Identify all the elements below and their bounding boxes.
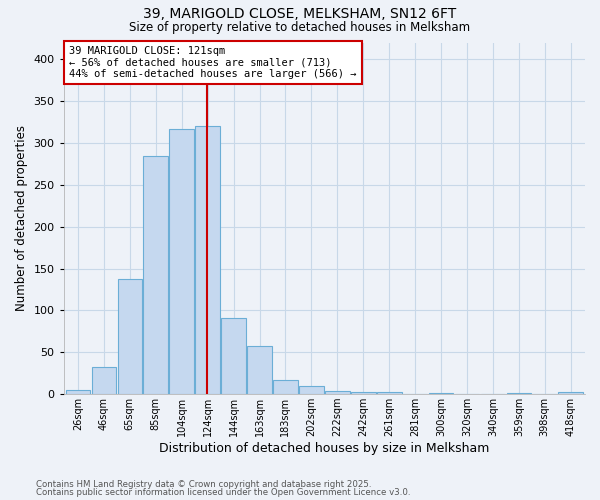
Bar — [299, 386, 324, 394]
Bar — [143, 156, 168, 394]
Bar — [325, 391, 350, 394]
Bar — [92, 366, 116, 394]
Text: Contains HM Land Registry data © Crown copyright and database right 2025.: Contains HM Land Registry data © Crown c… — [36, 480, 371, 489]
Bar — [221, 318, 246, 394]
Bar — [169, 128, 194, 394]
Text: Size of property relative to detached houses in Melksham: Size of property relative to detached ho… — [130, 21, 470, 34]
Text: Contains public sector information licensed under the Open Government Licence v3: Contains public sector information licen… — [36, 488, 410, 497]
Bar — [118, 278, 142, 394]
Bar — [559, 392, 583, 394]
Bar — [247, 346, 272, 394]
Bar — [196, 126, 220, 394]
Text: 39, MARIGOLD CLOSE, MELKSHAM, SN12 6FT: 39, MARIGOLD CLOSE, MELKSHAM, SN12 6FT — [143, 8, 457, 22]
Bar — [65, 390, 90, 394]
X-axis label: Distribution of detached houses by size in Melksham: Distribution of detached houses by size … — [159, 442, 490, 455]
Bar — [351, 392, 376, 394]
Text: 39 MARIGOLD CLOSE: 121sqm
← 56% of detached houses are smaller (713)
44% of semi: 39 MARIGOLD CLOSE: 121sqm ← 56% of detac… — [69, 46, 356, 79]
Bar — [273, 380, 298, 394]
Y-axis label: Number of detached properties: Number of detached properties — [15, 126, 28, 312]
Bar — [377, 392, 401, 394]
